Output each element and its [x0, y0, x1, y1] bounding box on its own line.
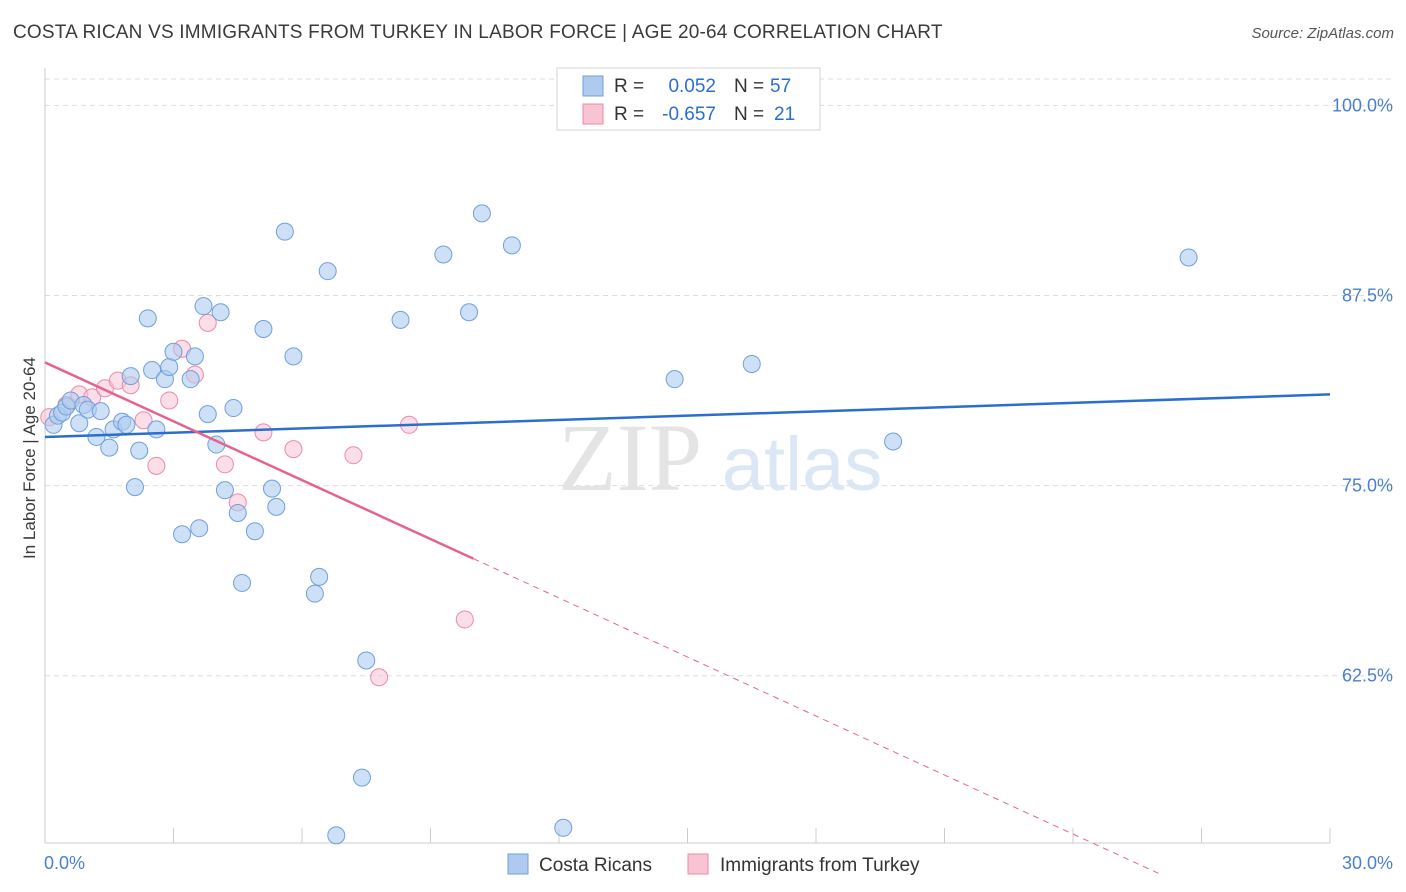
x-tick-label-min: 0.0%: [44, 853, 85, 873]
point-costa-rican: [460, 303, 479, 322]
point-costa-rican: [434, 245, 453, 264]
points-costa-ricans: [44, 204, 1198, 845]
point-costa-rican: [87, 427, 106, 446]
point-turkey: [344, 446, 363, 465]
series-legend-swatch-turkey: [687, 853, 709, 875]
point-costa-rican: [305, 584, 324, 603]
source-credit: Source: ZipAtlas.com: [1251, 25, 1394, 42]
point-costa-rican: [130, 441, 149, 460]
legend-n-value-1: 57: [770, 76, 791, 97]
point-costa-rican: [121, 367, 140, 386]
watermark-atlas: atlas: [722, 422, 883, 507]
point-costa-rican: [233, 573, 252, 592]
point-costa-rican: [352, 768, 371, 787]
y-tick-label: 62.5%: [1342, 666, 1393, 686]
legend-n-label-2: N =: [734, 104, 764, 125]
x-tick-label-max: 30.0%: [1342, 853, 1393, 873]
point-costa-rican: [502, 236, 521, 255]
y-tick-label: 87.5%: [1342, 286, 1393, 306]
legend-n-value-2: 21: [774, 104, 795, 125]
point-turkey: [254, 423, 273, 442]
point-costa-rican: [554, 818, 573, 837]
point-costa-rican: [181, 370, 200, 389]
point-costa-rican: [884, 432, 903, 451]
point-costa-rican: [173, 525, 192, 544]
point-turkey: [455, 610, 474, 629]
point-costa-rican: [327, 826, 346, 845]
y-tick-label: 75.0%: [1342, 476, 1393, 496]
point-costa-rican: [224, 399, 243, 418]
point-costa-rican: [310, 567, 329, 586]
point-costa-rican: [125, 478, 144, 497]
point-costa-rican: [245, 522, 264, 541]
watermark: ZIP atlas: [558, 404, 882, 511]
point-costa-rican: [164, 342, 183, 361]
point-costa-rican: [391, 310, 410, 329]
point-costa-rican: [91, 402, 110, 421]
point-turkey: [370, 668, 389, 687]
trend-line-turkey: [44, 361, 474, 560]
series-legend: Costa Ricans Immigrants from Turkey: [507, 853, 920, 876]
y-axis-title: In Labor Force | Age 20-64: [20, 357, 39, 559]
series-legend-label-costa-ricans: Costa Ricans: [539, 855, 652, 876]
point-turkey: [198, 313, 217, 332]
point-turkey: [284, 440, 303, 459]
point-costa-rican: [160, 357, 179, 376]
series-legend-swatch-costa-ricans: [507, 853, 529, 875]
legend-r-label-1: R =: [614, 76, 644, 97]
point-costa-rican: [70, 414, 89, 433]
point-costa-rican: [665, 370, 684, 389]
point-costa-rican: [263, 479, 282, 498]
x-tick-labels: 0.0% 30.0%: [44, 853, 1393, 873]
point-costa-rican: [284, 347, 303, 366]
point-costa-rican: [147, 420, 166, 439]
point-costa-rican: [742, 354, 761, 373]
points-immigrants-from-turkey: [40, 313, 474, 687]
point-costa-rican: [117, 415, 136, 434]
point-costa-rican: [211, 303, 230, 322]
y-tick-labels: 100.0% 87.5% 75.0% 62.5%: [1332, 95, 1393, 685]
point-turkey: [147, 456, 166, 475]
legend-swatch-blue: [582, 75, 604, 97]
trend-line-turkey-extrapolated: [473, 558, 1159, 874]
point-costa-rican: [275, 222, 294, 241]
point-costa-rican: [100, 438, 119, 457]
point-costa-rican: [194, 297, 213, 316]
point-costa-rican: [318, 262, 337, 281]
series-legend-label-turkey: Immigrants from Turkey: [720, 855, 920, 876]
point-costa-rican: [267, 497, 286, 516]
legend-r-value-1: 0.052: [668, 76, 716, 97]
point-turkey: [215, 455, 234, 474]
trend-lines: [44, 361, 1331, 874]
legend-n-label-1: N =: [734, 76, 764, 97]
point-costa-rican: [472, 204, 491, 223]
point-costa-rican: [198, 405, 217, 424]
legend-r-label-2: R =: [614, 104, 644, 125]
chart-title: COSTA RICAN VS IMMIGRANTS FROM TURKEY IN…: [13, 22, 943, 43]
point-costa-rican: [190, 519, 209, 538]
point-costa-rican: [1179, 248, 1198, 267]
point-costa-rican: [138, 309, 157, 328]
trend-line-costa-ricans: [44, 393, 1331, 439]
point-costa-rican: [215, 481, 234, 500]
y-tick-label: 100.0%: [1332, 95, 1393, 115]
stats-legend: R = 0.052 N = 57 R = -0.657 N = 21: [556, 67, 821, 131]
point-turkey: [160, 391, 179, 410]
point-costa-rican: [185, 347, 204, 366]
point-costa-rican: [143, 361, 162, 380]
watermark-zip: ZIP: [558, 404, 702, 511]
axes: [44, 68, 1331, 844]
point-turkey: [134, 411, 153, 430]
point-costa-rican: [228, 503, 247, 522]
point-costa-rican: [357, 651, 376, 670]
point-costa-rican: [254, 319, 273, 338]
legend-r-value-2: -0.657: [662, 104, 716, 125]
legend-swatch-pink: [582, 103, 604, 125]
